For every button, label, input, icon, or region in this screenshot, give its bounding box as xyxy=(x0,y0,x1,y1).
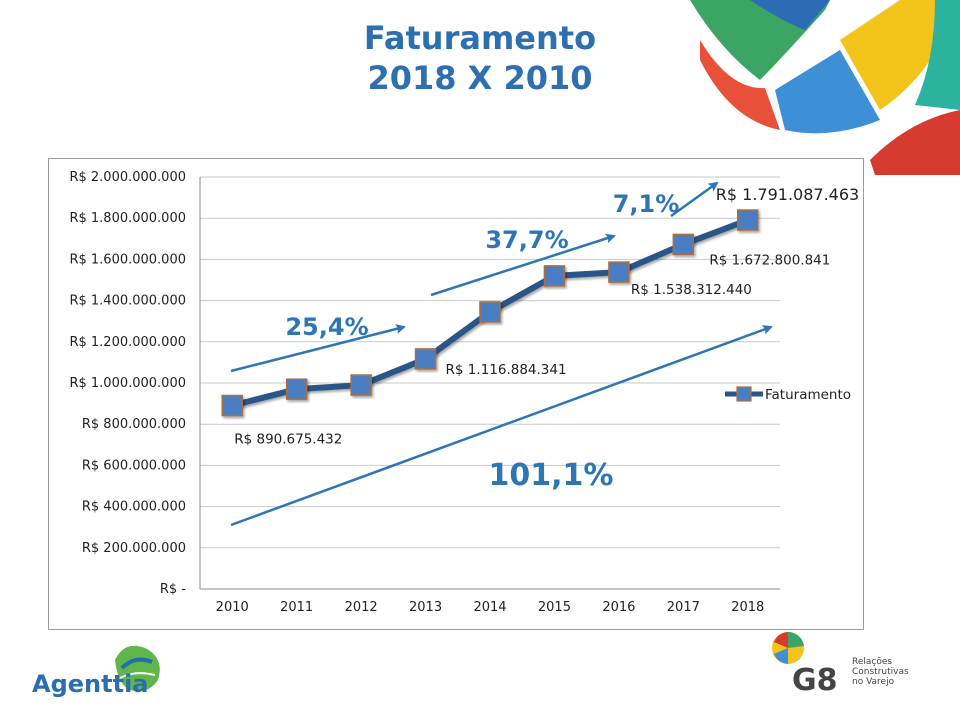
data-point-marker xyxy=(414,348,437,370)
growth-arrow xyxy=(230,325,773,527)
chart-legend: Faturamento xyxy=(725,386,851,403)
corner-red-shape-2 xyxy=(870,110,960,175)
legend-label: Faturamento xyxy=(765,387,851,403)
data-point-marker xyxy=(350,374,372,396)
g8-emblem-red xyxy=(774,632,788,648)
g8-tagline-1: Relações xyxy=(852,657,892,667)
data-point-marker xyxy=(543,265,566,287)
y-tick-label: R$ 1.400.000.000 xyxy=(69,294,186,309)
agenttia-emblem-accent xyxy=(119,672,156,679)
growth-annotation-label: 101,1% xyxy=(489,458,614,493)
corner-red-shape xyxy=(700,40,780,130)
corner-yellow-shape xyxy=(840,0,940,110)
x-tick-label: 2014 xyxy=(473,600,506,615)
y-tick-label: R$ 1.000.000.000 xyxy=(69,376,186,391)
data-label: R$ 1.791.087.463 xyxy=(716,185,859,204)
data-label: R$ 1.538.312.440 xyxy=(631,282,752,298)
grid-lines xyxy=(199,176,780,590)
data-point-marker xyxy=(608,261,630,283)
data-labels: R$ 890.675.432 R$ 1.116.884.341 R$ 1.538.3… xyxy=(234,185,859,447)
growth-annotations: 25,4% 37,7% 7,1% 101,1% xyxy=(285,190,679,493)
data-label: R$ 1.672.800.841 xyxy=(709,252,830,268)
data-point-marker xyxy=(672,233,695,256)
growth-arrow xyxy=(670,181,719,218)
y-tick-label: R$ 600.000.000 xyxy=(82,458,186,473)
x-tick-label: 2015 xyxy=(538,600,571,615)
slide-title-line-1: Faturamento xyxy=(363,19,597,57)
x-tick-label: 2016 xyxy=(602,600,635,615)
data-point-marker xyxy=(737,209,759,231)
g8-emblem-blue xyxy=(774,648,788,664)
y-tick-label: R$ 1.600.000.000 xyxy=(69,252,186,267)
agenttia-emblem xyxy=(115,645,160,692)
x-tick-label: 2013 xyxy=(409,600,442,615)
x-tick-label: 2018 xyxy=(731,600,764,615)
y-tick-label: R$ 800.000.000 xyxy=(82,417,186,432)
g8-emblem-green xyxy=(788,631,804,648)
slide-title: Faturamento 2018 X 2010 xyxy=(0,18,960,98)
y-tick-label: R$ - xyxy=(160,582,186,597)
agenttia-logo-graphic: Agenttia xyxy=(32,645,160,698)
corner-blue-shape xyxy=(775,50,880,134)
growth-arrows xyxy=(230,181,773,527)
y-tick-label: R$ 400.000.000 xyxy=(82,500,186,515)
x-tick-label: 2017 xyxy=(667,600,700,615)
g8-tagline-2: Construtivas xyxy=(852,667,909,677)
growth-arrow xyxy=(430,233,616,297)
corner-teal-shape xyxy=(915,0,960,110)
y-tick-label: R$ 1.800.000.000 xyxy=(69,211,186,226)
x-axis-tick-labels: 2010 2011 2012 2013 2014 2015 2016 2017 2018 xyxy=(216,600,765,615)
data-point-marker xyxy=(479,301,501,323)
growth-annotation-label: 37,7% xyxy=(485,226,568,254)
data-point-marker xyxy=(221,394,243,417)
data-point-marker xyxy=(285,378,308,400)
chart-frame: R$ - R$ 200.000.000 R$ 400.000.000 R$ 600.0… xyxy=(48,158,864,630)
x-tick-label: 2010 xyxy=(216,600,249,615)
revenue-line-chart: R$ - R$ 200.000.000 R$ 400.000.000 R$ 600.0… xyxy=(69,170,859,615)
growth-annotation-label: 25,4% xyxy=(285,313,368,341)
g8-logo: G8 Relações Construtivas no Varejo xyxy=(770,628,930,702)
agenttia-logo-text: Agenttia xyxy=(32,670,148,698)
x-tick-label: 2012 xyxy=(345,600,378,615)
agenttia-emblem-stroke xyxy=(120,657,153,670)
y-tick-label: R$ 200.000.000 xyxy=(82,541,186,556)
growth-annotation-label: 7,1% xyxy=(613,190,680,218)
g8-logo-mark: G8 xyxy=(792,663,838,698)
g8-logo-graphic: G8 Relações Construtivas no Varejo xyxy=(772,631,909,698)
y-tick-label: R$ 2.000.000.000 xyxy=(69,170,186,185)
agenttia-logo: Agenttia xyxy=(30,640,180,704)
data-label: R$ 890.675.432 xyxy=(234,432,342,448)
decorative-corner-graphic xyxy=(690,0,960,175)
growth-arrow xyxy=(230,324,406,373)
series-faturamento xyxy=(221,209,759,417)
y-tick-label: R$ 1.200.000.000 xyxy=(69,335,186,350)
x-tick-label: 2011 xyxy=(280,600,313,615)
y-axis-tick-labels: R$ - R$ 200.000.000 R$ 400.000.000 R$ 600.0… xyxy=(69,170,186,597)
slide-title-line-2: 2018 X 2010 xyxy=(367,59,593,97)
data-label: R$ 1.116.884.341 xyxy=(446,362,567,378)
legend-marker-swatch xyxy=(736,386,752,402)
g8-tagline-3: no Varejo xyxy=(852,677,895,687)
corner-dark-blue-shape xyxy=(750,0,830,30)
